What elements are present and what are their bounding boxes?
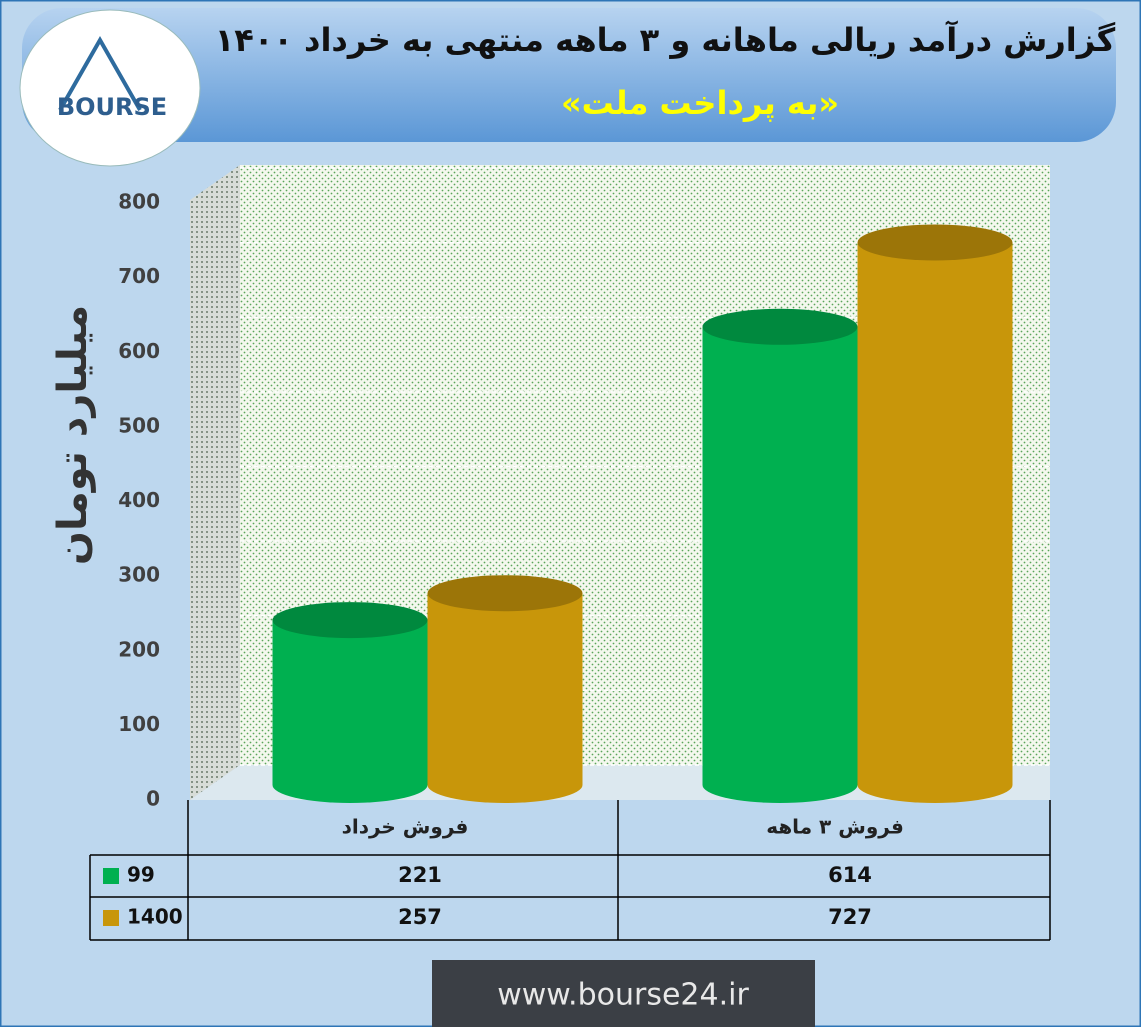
y-axis-label: میلیارد تومان <box>50 305 96 565</box>
y-tick-label: 500 <box>118 413 160 437</box>
bar <box>272 620 428 803</box>
bar-top <box>272 602 428 639</box>
legend-swatch <box>103 868 119 884</box>
y-tick-label: 0 <box>146 787 160 811</box>
bar <box>427 593 583 803</box>
legend-label: 1400 <box>127 905 183 929</box>
logo-text: BOURSE <box>57 93 167 121</box>
logo-badge <box>19 9 201 167</box>
y-tick-label: 200 <box>118 637 160 661</box>
bar <box>857 242 1013 803</box>
y-tick-label: 300 <box>118 563 160 587</box>
chart-subtitle: «به پرداخت ملت» <box>561 84 839 122</box>
table-value: 221 <box>398 863 442 887</box>
x-tick-label: فروش ۳ ماهه <box>766 815 904 839</box>
footer-box <box>432 960 815 1027</box>
table-value: 614 <box>828 863 872 887</box>
y-tick-label: 600 <box>118 339 160 363</box>
legend-label: 99 <box>127 863 155 887</box>
data-table <box>89 800 1051 941</box>
x-tick-label: فروش خرداد <box>342 815 469 839</box>
legend-swatch <box>103 910 119 926</box>
bar <box>702 326 858 803</box>
table-value: 727 <box>828 905 872 929</box>
y-tick-label: 400 <box>118 488 160 512</box>
bar-top <box>427 575 583 612</box>
bar-top <box>702 308 858 345</box>
footer-url: www.bourse24.ir <box>497 978 749 1013</box>
y-tick-label: 700 <box>118 264 160 288</box>
table-value: 257 <box>398 905 442 929</box>
chart-title: گزارش درآمد ریالی ماهانه و ۳ ماهه منتهی … <box>215 20 1116 59</box>
side-wall <box>190 165 240 800</box>
title-banner <box>22 8 1116 142</box>
logo-icon <box>58 35 142 111</box>
bar-top <box>857 224 1013 261</box>
y-tick-label: 800 <box>118 190 160 214</box>
y-tick-label: 100 <box>118 712 160 736</box>
